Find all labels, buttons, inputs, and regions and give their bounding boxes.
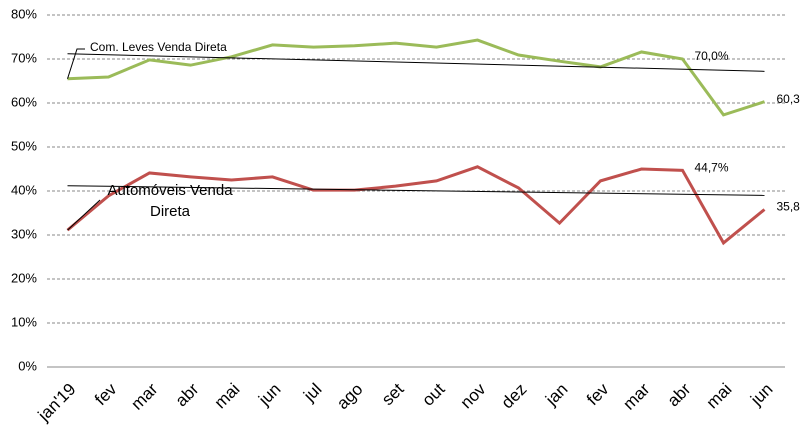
x-tick-label: jun bbox=[254, 380, 284, 410]
series-name: Automóveis Venda Direta bbox=[107, 182, 233, 220]
x-tick-label: nov bbox=[457, 379, 490, 412]
x-tick-label: dez bbox=[498, 380, 531, 413]
trend-line bbox=[67, 53, 765, 72]
data-label: 44,7% bbox=[695, 160, 729, 174]
trend-line bbox=[67, 185, 765, 196]
y-tick-label: 60% bbox=[11, 94, 37, 109]
x-tick-label: jan'19 bbox=[34, 380, 80, 426]
series-line bbox=[67, 38, 765, 117]
data-label: 70,0% bbox=[695, 49, 729, 63]
x-tick-label: out bbox=[418, 379, 448, 409]
series-name-box: Automóveis Venda Direta bbox=[107, 182, 233, 220]
y-tick-label: 40% bbox=[11, 182, 37, 197]
y-tick-label: 0% bbox=[18, 358, 37, 373]
x-tick-label: jan bbox=[541, 380, 571, 410]
leader-line bbox=[67, 199, 101, 231]
x-tick-label: jul bbox=[299, 380, 325, 406]
y-tick-label: 80% bbox=[11, 6, 37, 21]
x-tick-label: mai bbox=[211, 380, 244, 413]
leader-line bbox=[67, 48, 85, 79]
x-tick-label: set bbox=[378, 379, 408, 409]
series-name: Com. Leves Venda Direta bbox=[90, 40, 227, 54]
y-tick-label: 50% bbox=[11, 138, 37, 153]
y-tick-label: 70% bbox=[11, 50, 37, 65]
x-tick-label: ago bbox=[333, 380, 366, 413]
x-tick-label: mar bbox=[127, 379, 161, 413]
x-tick-label: abr bbox=[664, 379, 695, 410]
x-tick-label: mai bbox=[703, 380, 736, 413]
x-tick-label: fev bbox=[91, 379, 121, 409]
data-label: 60,3% bbox=[777, 92, 800, 106]
x-tick-label: fev bbox=[583, 379, 613, 409]
y-tick-label: 20% bbox=[11, 270, 37, 285]
series-line bbox=[66, 165, 766, 246]
x-tick-label: abr bbox=[172, 379, 203, 410]
y-tick-label: 10% bbox=[11, 314, 37, 329]
x-tick-label: mar bbox=[619, 379, 653, 413]
data-label: 35,8% bbox=[777, 200, 800, 214]
y-tick-label: 30% bbox=[11, 226, 37, 241]
x-tick-label: jun bbox=[746, 380, 776, 410]
